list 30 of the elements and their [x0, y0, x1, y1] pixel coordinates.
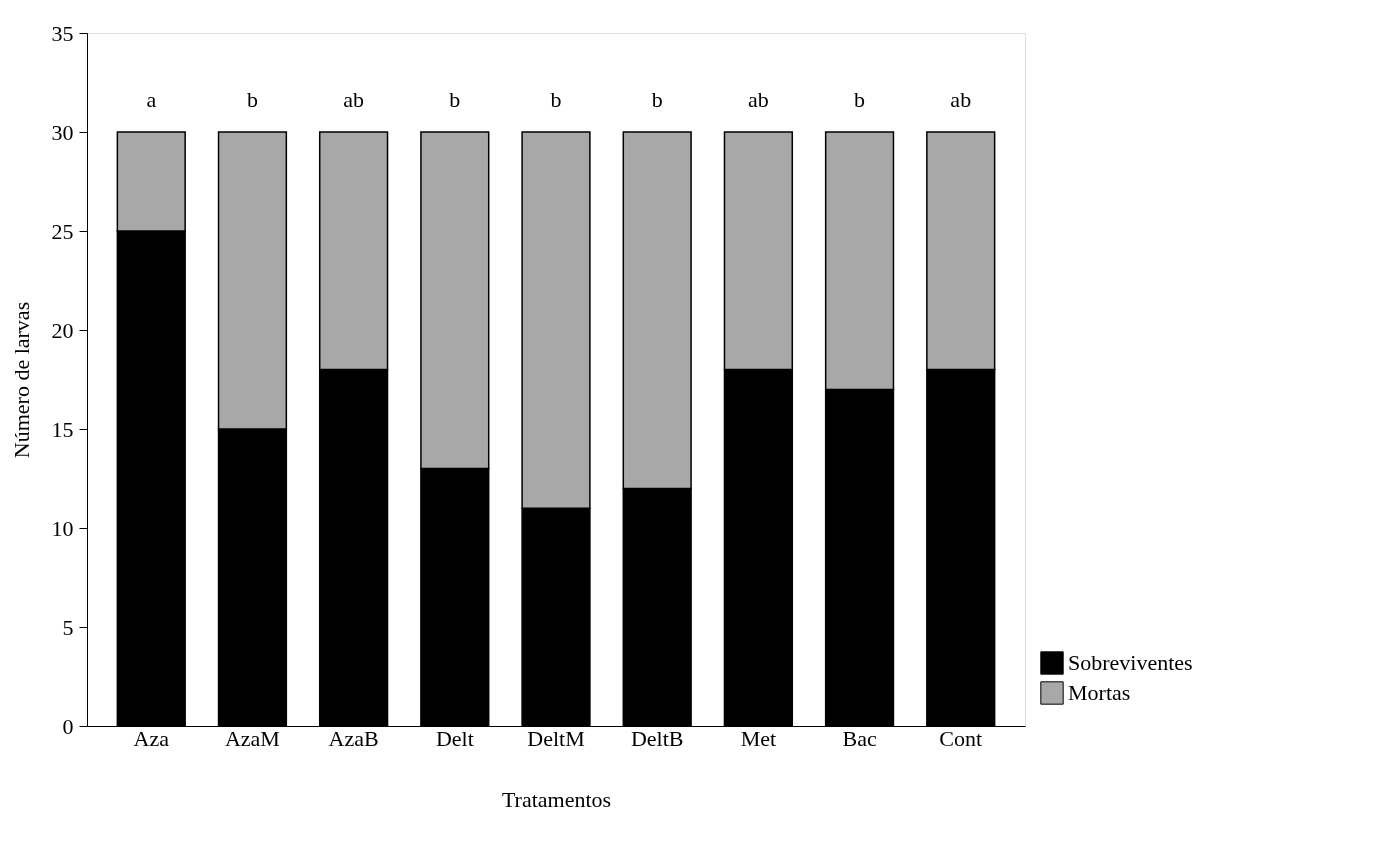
x-tick-label: Bac: [842, 725, 877, 751]
annotation: b: [246, 87, 258, 112]
x-tick-label: Aza: [133, 725, 170, 751]
annotation: ab: [950, 87, 972, 112]
legend-label: Mortas: [1068, 680, 1131, 705]
annotation: a: [146, 87, 157, 112]
y-tick-label: 25: [51, 218, 74, 244]
annotation: ab: [747, 87, 769, 112]
y-tick-label: 35: [51, 20, 74, 46]
x-tick-label: Met: [740, 725, 777, 751]
y-tick-label: 15: [51, 416, 74, 442]
annotation: b: [854, 87, 866, 112]
annotation: ab: [343, 87, 365, 112]
x-tick-label: Cont: [939, 725, 983, 751]
annotation: b: [651, 87, 663, 112]
y-axis-title: Número de larvas: [8, 301, 34, 459]
annotation: b: [550, 87, 562, 112]
x-tick-label: DeltB: [630, 725, 684, 751]
x-tick-label: AzaM: [224, 725, 280, 751]
x-tick-label: DeltM: [527, 725, 585, 751]
x-axis-title: Tratamentos: [501, 786, 612, 812]
x-tick-label: Delt: [435, 725, 474, 751]
y-tick-label: 20: [51, 317, 74, 343]
legend-label: Sobreviventes: [1068, 650, 1193, 675]
y-tick-label: 5: [62, 614, 74, 640]
y-tick-label: 0: [62, 713, 74, 739]
x-tick-label: AzaB: [328, 725, 379, 751]
y-tick-label: 10: [51, 515, 74, 541]
annotation: b: [449, 87, 461, 112]
y-tick-label: 30: [51, 119, 74, 145]
